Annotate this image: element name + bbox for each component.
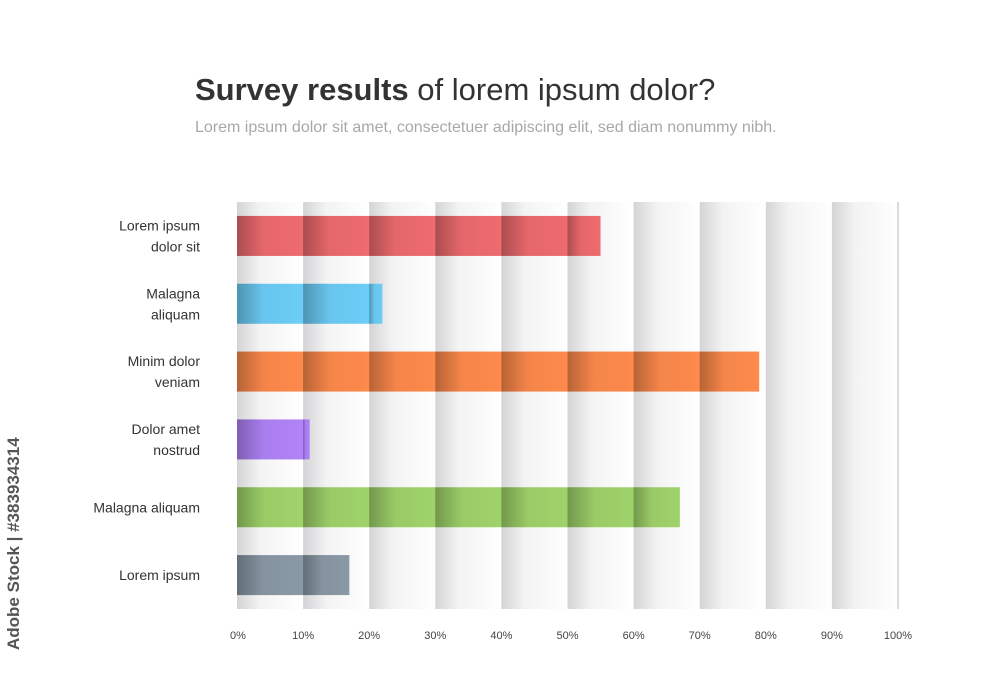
chart-subtitle: Lorem ipsum dolor sit amet, consectetuer… [195, 119, 777, 136]
x-tick-label: 40% [490, 630, 512, 642]
x-tick-label: 80% [755, 630, 777, 642]
x-tick-label: 10% [292, 630, 314, 642]
bar-shade [303, 555, 350, 596]
bar-shade [303, 419, 310, 460]
grid-band [303, 202, 370, 609]
grid-band [567, 202, 634, 609]
chart-title: Survey results of lorem ipsum dolor? [195, 72, 715, 108]
x-tick-label: 70% [689, 630, 711, 642]
bar-shade [435, 215, 502, 256]
bar-shade [567, 487, 634, 528]
bar-shade [567, 351, 634, 392]
bar-shade [369, 283, 383, 324]
bar-group [237, 555, 350, 596]
bar-shade [633, 487, 680, 528]
category-label: Lorem ipsum dolor sit [119, 217, 200, 254]
bar-shade [369, 487, 436, 528]
bar-group [237, 419, 310, 460]
x-tick-label: 50% [556, 630, 578, 642]
category-label-line: Lorem ipsum [119, 567, 200, 583]
grid-band [699, 202, 766, 609]
bar-shade [501, 351, 568, 392]
grid-band [435, 202, 502, 609]
bar-shade [369, 351, 436, 392]
x-tick-label: 30% [424, 630, 446, 642]
bar-shade [501, 487, 568, 528]
grid-band [831, 202, 898, 609]
bar-group [237, 351, 760, 392]
bar-shade [369, 215, 436, 256]
bar-shade [237, 487, 304, 528]
grid-band [501, 202, 568, 609]
bar-shade [567, 215, 601, 256]
bar-shade [435, 351, 502, 392]
x-tick-label: 90% [821, 630, 843, 642]
category-label-line: nostrud [153, 442, 200, 458]
bar-shade [237, 555, 304, 596]
bar-shade [237, 215, 304, 256]
grid-band [633, 202, 700, 609]
x-tick-label: 0% [230, 630, 246, 642]
bar-shade [303, 215, 370, 256]
category-label-line: Malagna [146, 285, 200, 301]
category-label-line: Minim dolor [128, 353, 201, 369]
category-label-line: dolor sit [151, 238, 200, 254]
bar-shade [435, 487, 502, 528]
bar-shade [699, 351, 760, 392]
bar-group [237, 215, 601, 256]
title-bold: Survey results [195, 72, 409, 107]
category-label: Lorem ipsum [119, 567, 200, 583]
bar-group [237, 487, 680, 528]
grid-band [369, 202, 436, 609]
category-label: Malagna aliquam [93, 499, 200, 515]
bar-shade [303, 351, 370, 392]
bar-shade [237, 419, 304, 460]
category-label-line: Dolor amet [132, 421, 201, 437]
bar-shade [501, 215, 568, 256]
bar-shade [303, 283, 370, 324]
title-rest: of lorem ipsum dolor? [417, 72, 716, 107]
category-label-line: Lorem ipsum [119, 217, 200, 233]
bar-shade [303, 487, 370, 528]
bar-shade [237, 351, 304, 392]
bar-shade [633, 351, 700, 392]
category-label-line: Malagna aliquam [93, 499, 200, 515]
x-tick-label: 100% [884, 630, 912, 642]
x-tick-label: 60% [623, 630, 645, 642]
bar-group [237, 283, 383, 324]
category-label: Dolor amet nostrud [132, 421, 201, 458]
bar-shade [237, 283, 304, 324]
category-label-line: aliquam [151, 306, 200, 322]
category-label: Minim dolor veniam [128, 353, 201, 390]
category-label: Malagna aliquam [146, 285, 200, 322]
grid-band [237, 202, 304, 609]
grid-band [765, 202, 832, 609]
x-tick-label: 20% [358, 630, 380, 642]
category-label-line: veniam [155, 374, 200, 390]
